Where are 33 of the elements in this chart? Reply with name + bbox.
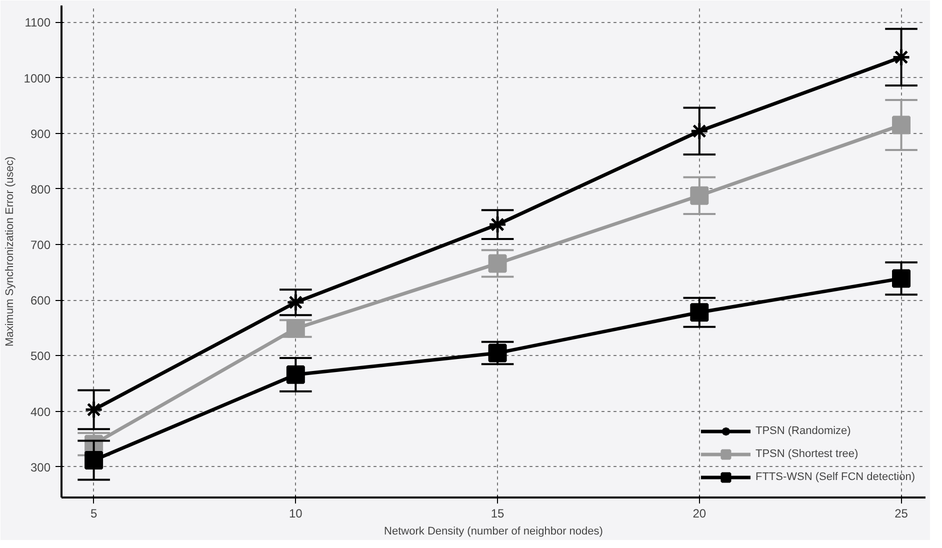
y-axis-title: Maximum Synchronization Error (usec) [4, 156, 16, 347]
x-tick-label: 20 [692, 506, 706, 520]
point [84, 400, 104, 419]
point [488, 215, 507, 234]
point [488, 344, 507, 362]
x-tick-label: 10 [288, 506, 303, 520]
point [690, 186, 709, 205]
y-tick-label: 1000 [24, 71, 51, 86]
point [84, 451, 104, 470]
x-tick-label: 5 [90, 506, 98, 520]
point [892, 48, 911, 66]
y-tick-label: 700 [30, 238, 51, 252]
x-tick-label: 15 [490, 506, 505, 520]
y-tick-label: 300 [30, 460, 51, 474]
y-tick-label: 500 [30, 349, 51, 364]
y-tick-label: 600 [30, 294, 51, 308]
legend-label: TPSN (Shortest tree) [755, 448, 858, 460]
point [690, 122, 709, 140]
point [286, 365, 305, 384]
x-tick-label: 25 [894, 506, 908, 520]
point [488, 254, 507, 273]
y-tick-label: 900 [30, 126, 51, 141]
y-tick-label: 1100 [24, 16, 51, 30]
y-tick-label: 400 [30, 404, 51, 419]
point [892, 269, 911, 288]
point [892, 116, 911, 134]
legend-label: TPSN (Randomize) [755, 425, 851, 437]
x-axis-title: Network Density (number of neighbor nodes) [384, 526, 603, 538]
point [690, 303, 709, 322]
point [286, 293, 305, 312]
point [286, 319, 305, 338]
y-tick-label: 800 [30, 182, 51, 196]
legend-label: FTTS-WSN (Self FCN detection) [755, 471, 915, 483]
